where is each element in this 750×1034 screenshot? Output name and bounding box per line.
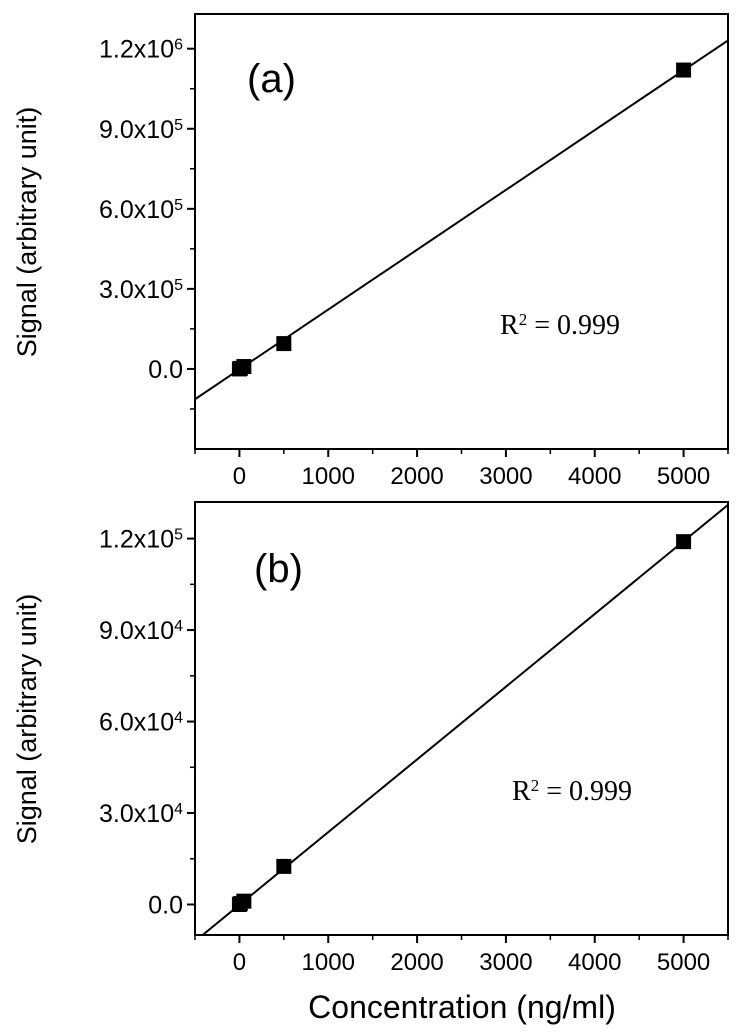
data-point [236, 893, 252, 909]
x-axis-title: Concentration (ng/ml) [308, 989, 616, 1025]
y-tick-label: 1.2x106 [99, 36, 183, 64]
x-tick-label: 2000 [390, 949, 443, 976]
y-tick-label: 1.2x105 [99, 526, 183, 554]
data-point [676, 62, 692, 78]
y-tick-label: 6.0x104 [99, 709, 183, 737]
x-ticks: 0 1000 2000 3000 4000 5000 [194, 449, 729, 490]
x-tick-label: 0 [233, 949, 246, 976]
x-tick-label: 3000 [479, 463, 532, 490]
data-point [236, 359, 252, 375]
x-tick-label: 1000 [302, 949, 355, 976]
data-point [276, 336, 292, 352]
data-point [276, 858, 292, 874]
x-ticks: 0 1000 2000 3000 4000 5000 [194, 935, 729, 976]
y-ticks: 0.0 3.0x104 6.0x104 9.0x104 1.2x105 [99, 526, 195, 920]
x-tick-label: 1000 [302, 463, 355, 490]
y-tick-label: 3.0x105 [99, 276, 183, 304]
x-tick-label: 0 [233, 463, 246, 490]
data-point [676, 534, 692, 550]
y-tick-label: 3.0x104 [99, 800, 183, 828]
x-tick-label: 4000 [568, 949, 621, 976]
x-tick-label: 3000 [479, 949, 532, 976]
r-squared-annotation: R2 = 0.999 [500, 310, 620, 342]
data-points [231, 534, 692, 913]
data-points [231, 62, 692, 377]
y-ticks: 0.0 3.0x105 6.0x105 9.0x105 1.2x106 [99, 36, 195, 410]
x-tick-label: 5000 [657, 463, 710, 490]
panel-a: 0 1000 2000 3000 4000 5000 0.0 3.0x105 6.0x105 9… [12, 13, 729, 490]
r-squared-annotation: R2 = 0.999 [512, 776, 632, 808]
y-axis-title: Signal (arbitrary unit) [12, 594, 42, 845]
panel-label: (a) [247, 57, 296, 101]
y-tick-label: 9.0x104 [99, 617, 183, 645]
panel-label: (b) [254, 547, 303, 591]
y-axis-title: Signal (arbitrary unit) [12, 107, 42, 358]
y-tick-label: 0.0 [148, 892, 183, 920]
x-tick-label: 2000 [390, 463, 443, 490]
panel-b: 0 1000 2000 3000 4000 5000 0.0 3.0x104 6.0x104 9… [12, 501, 729, 1025]
x-tick-label: 5000 [657, 949, 710, 976]
y-tick-label: 9.0x105 [99, 116, 183, 144]
x-tick-label: 4000 [568, 463, 621, 490]
y-tick-label: 0.0 [148, 356, 183, 384]
y-tick-label: 6.0x105 [99, 196, 183, 224]
